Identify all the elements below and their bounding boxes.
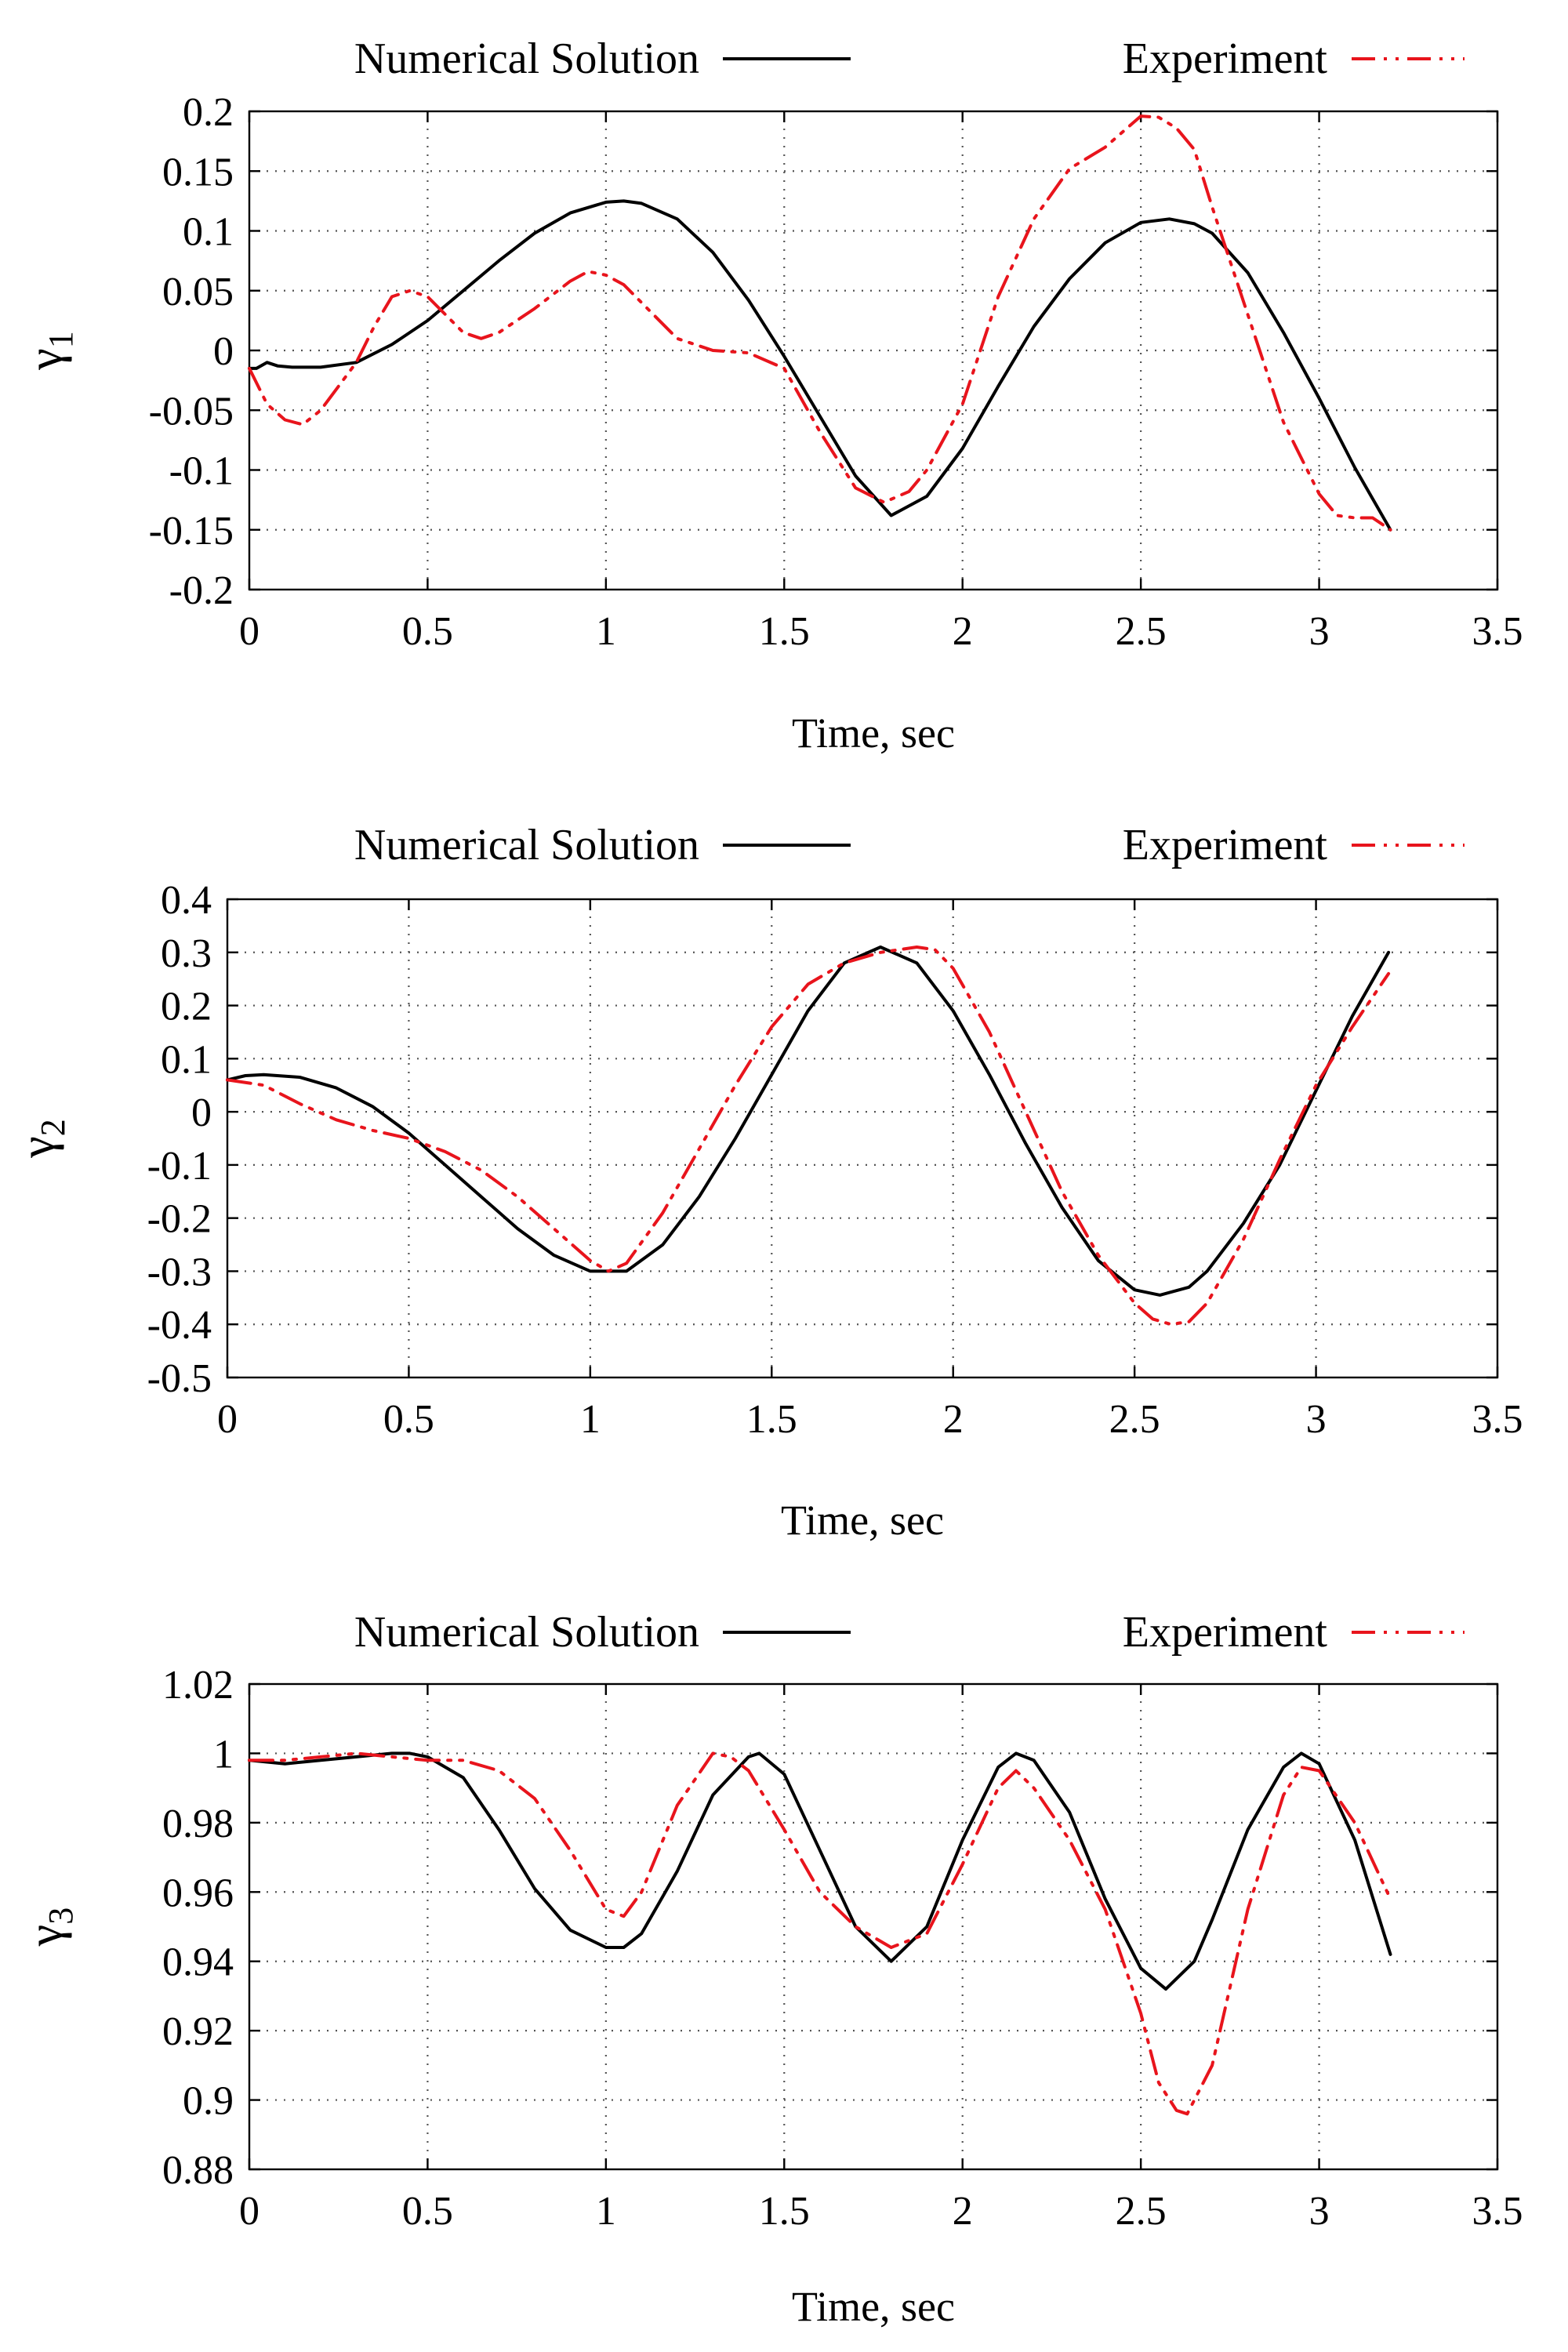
plot-gamma-3: 0 0.5 1 1.5 2 2.5 3 3.5 0.88 0.9 0.92 0.94 0.96 0.98 1… xyxy=(19,1608,1523,2330)
y-tick-label: 1.02 xyxy=(162,1663,234,1708)
legend-numerical-label: Numerical Solution xyxy=(354,821,699,869)
y-axis-subscript: 3 xyxy=(42,1907,80,1925)
y-axis-subscript: 1 xyxy=(42,331,80,348)
y-tick-label: 0.98 xyxy=(162,1802,234,1846)
y-tick-label: 0.94 xyxy=(162,1940,234,1985)
series-numerical-line xyxy=(248,1751,1392,1991)
y-tick-label: -0.2 xyxy=(147,1197,212,1242)
x-tick-label: 0.5 xyxy=(383,1397,434,1442)
x-tick-label: 1.5 xyxy=(759,2189,810,2234)
grid xyxy=(249,1684,1497,2169)
y-axis-label: γ1 xyxy=(19,331,80,370)
x-tick-label: 2 xyxy=(943,1397,964,1442)
grid xyxy=(227,899,1497,1377)
y-tick-label: 0.1 xyxy=(183,210,234,255)
legend: Numerical Solution Experiment xyxy=(354,821,1465,869)
x-tick-label: 0 xyxy=(239,609,260,654)
series-numerical-line xyxy=(226,946,1391,1297)
y-tick-label: -0.4 xyxy=(147,1303,212,1348)
x-tick-label: 1 xyxy=(580,1397,601,1442)
legend-experiment-label: Experiment xyxy=(1123,821,1328,869)
y-tick-label: 0 xyxy=(213,329,234,374)
plot-gamma-1: 0 0.5 1 1.5 2 2.5 3 3.5 -0.2 -0.15 -0.1 -0.05 0 0.05 0… xyxy=(19,34,1523,757)
grid xyxy=(249,111,1497,590)
x-tick-label: 1.5 xyxy=(746,1397,797,1442)
y-tick-label: -0.2 xyxy=(169,568,234,613)
x-tick-label: 0 xyxy=(239,2189,260,2234)
x-tick-label: 3 xyxy=(1309,2189,1330,2234)
y-tick-label: 1 xyxy=(213,1732,234,1777)
legend-numerical-label: Numerical Solution xyxy=(354,34,699,83)
x-tick-label: 3 xyxy=(1309,609,1330,654)
legend-experiment-label: Experiment xyxy=(1123,34,1328,83)
y-tick-label: -0.5 xyxy=(147,1356,212,1401)
x-tick-label: 3 xyxy=(1306,1397,1327,1442)
y-tick-label: -0.1 xyxy=(169,449,234,494)
y-tick-label: -0.1 xyxy=(147,1144,212,1189)
legend: Numerical Solution Experiment xyxy=(354,34,1465,83)
x-tick-label: 1 xyxy=(596,609,616,654)
x-tick-label: 2.5 xyxy=(1109,1397,1160,1442)
x-axis-label: Time, sec xyxy=(792,710,955,757)
x-tick-label: 3.5 xyxy=(1472,2189,1523,2234)
y-tick-label: -0.15 xyxy=(149,509,234,554)
y-tick-label: 0.3 xyxy=(161,931,212,976)
x-tick-label: 2 xyxy=(953,609,973,654)
x-tick-label: 3.5 xyxy=(1472,1397,1523,1442)
y-tick-label: 0.88 xyxy=(162,2148,234,2193)
y-tick-label: 0.9 xyxy=(183,2079,234,2124)
y-axis-label: γ3 xyxy=(19,1907,80,1947)
y-tick-label: 0.96 xyxy=(162,1871,234,1915)
x-tick-label: 3.5 xyxy=(1472,609,1523,654)
plot-gamma-2: 0 0.5 1 1.5 2 2.5 3 3.5 -0.5 -0.4 -0.3 -0.2 -0.1 0 0.1… xyxy=(11,821,1523,1544)
legend-numerical-label: Numerical Solution xyxy=(354,1608,699,1657)
y-axis-symbol: γ xyxy=(19,348,72,370)
y-axis-label: γ2 xyxy=(11,1119,72,1158)
x-tick-label: 0.5 xyxy=(402,2189,453,2234)
x-tick-label: 0.5 xyxy=(402,609,453,654)
y-axis-symbol: γ xyxy=(11,1136,64,1158)
y-axis-symbol: γ xyxy=(19,1925,72,1947)
series-numerical-line xyxy=(248,199,1392,532)
series-experiment-line xyxy=(248,114,1392,532)
x-tick-label: 2.5 xyxy=(1116,2189,1167,2234)
y-tick-label: 0.2 xyxy=(183,90,234,135)
y-tick-label: 0.2 xyxy=(161,985,212,1029)
y-tick-label: -0.3 xyxy=(147,1250,212,1294)
plot-frame xyxy=(226,898,1499,1379)
legend: Numerical Solution Experiment xyxy=(354,1608,1465,1657)
x-axis-label: Time, sec xyxy=(792,2283,955,2330)
y-tick-label: 0.92 xyxy=(162,2009,234,2054)
series-experiment-line xyxy=(248,1751,1392,2116)
legend-experiment-label: Experiment xyxy=(1123,1608,1328,1657)
y-tick-label: 0.4 xyxy=(161,878,212,923)
x-tick-label: 2 xyxy=(953,2189,973,2234)
y-tick-label: -0.05 xyxy=(149,389,234,434)
y-tick-label: 0.05 xyxy=(162,270,234,314)
x-tick-label: 0 xyxy=(217,1397,238,1442)
y-tick-label: 0.1 xyxy=(161,1037,212,1082)
y-tick-label: 0 xyxy=(191,1091,212,1135)
x-tick-label: 1.5 xyxy=(759,609,810,654)
x-tick-label: 2.5 xyxy=(1116,609,1167,654)
x-tick-label: 1 xyxy=(596,2189,616,2234)
series-experiment-line xyxy=(226,946,1391,1327)
x-axis-label: Time, sec xyxy=(781,1497,944,1544)
plot-frame xyxy=(248,1682,1499,2171)
y-tick-label: 0.15 xyxy=(162,150,234,194)
y-axis-subscript: 2 xyxy=(34,1119,72,1136)
